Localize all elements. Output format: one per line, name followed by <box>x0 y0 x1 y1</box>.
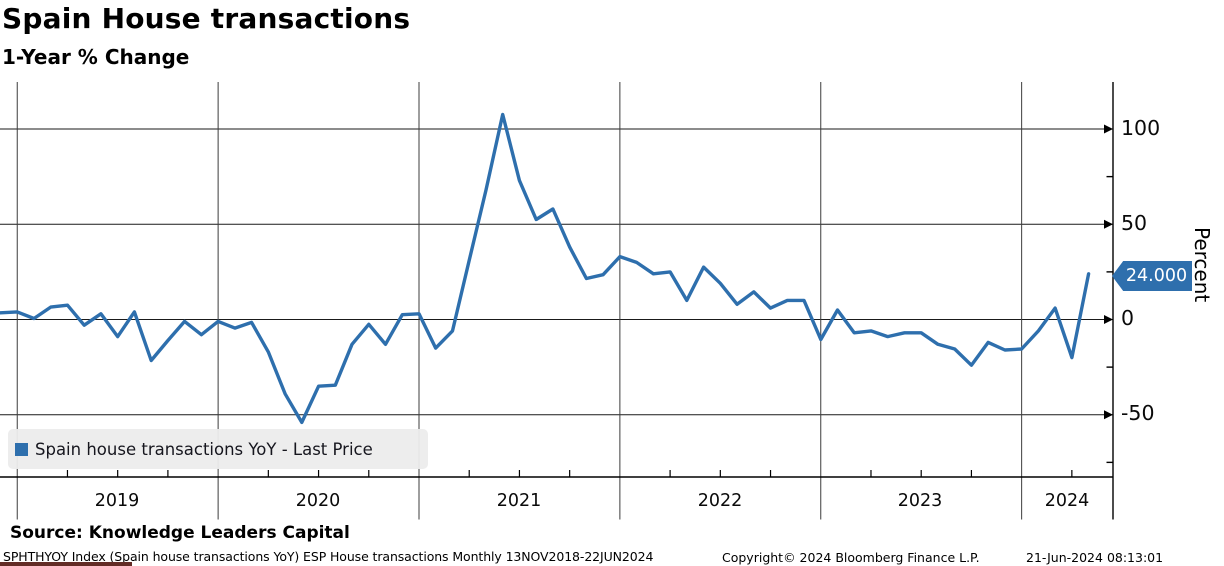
x-axis-label-2024: 2024 <box>1044 491 1090 511</box>
chart-title: Spain House transactions <box>2 2 411 35</box>
gridline-arrow-icon <box>1104 410 1113 420</box>
source-credit: Source: Knowledge Leaders Capital <box>10 523 350 543</box>
last-price-tag: 24.000 <box>1112 261 1192 291</box>
y-axis-tick-50: 50 <box>1121 211 1148 235</box>
gridline-arrow-icon <box>1104 124 1113 134</box>
legend-label: Spain house transactions YoY - Last Pric… <box>35 439 373 459</box>
last-price-value: 24.000 <box>1125 266 1188 286</box>
x-axis-label-2022: 2022 <box>697 491 743 511</box>
chart-subtitle: 1-Year % Change <box>2 45 190 69</box>
y-axis-title: Percent <box>1190 227 1214 303</box>
timestamp: 21-Jun-2024 08:13:01 <box>1026 550 1164 565</box>
x-axis-label-2023: 2023 <box>897 491 943 511</box>
y-axis-tick-100: 100 <box>1121 116 1161 140</box>
gridline-arrow-icon <box>1104 315 1113 324</box>
ticker-footnote: SPHTHYOY Index (Spain house transactions… <box>3 549 654 564</box>
x-axis-label-2021: 2021 <box>496 491 542 511</box>
gridline-arrow-icon <box>1104 219 1113 229</box>
y-axis-tick-0: 0 <box>1121 306 1135 330</box>
price-line-series <box>0 112 1091 425</box>
x-axis-label-2019: 2019 <box>94 491 140 511</box>
y-axis-tick-neg50: -50 <box>1121 401 1155 425</box>
legend: Spain house transactions YoY - Last Pric… <box>8 429 428 469</box>
x-axis-label-2020: 2020 <box>295 491 341 511</box>
terminal-edge-strip <box>0 562 132 566</box>
legend-swatch-icon <box>15 442 28 456</box>
copyright-notice: Copyright© 2024 Bloomberg Finance L.P. <box>722 550 980 565</box>
